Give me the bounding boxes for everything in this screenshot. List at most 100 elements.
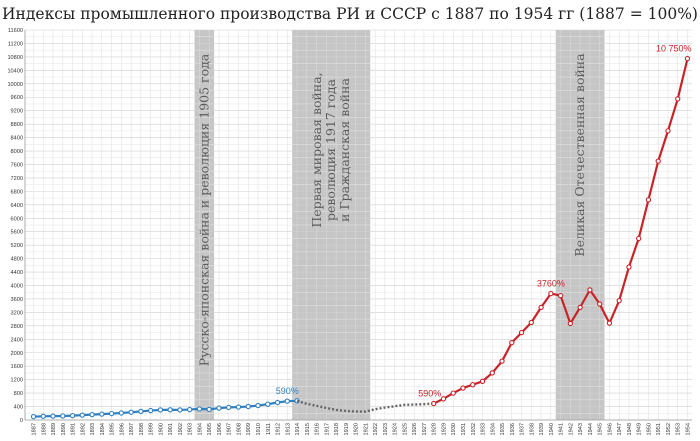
x-tick-label: 1932 [471,423,477,435]
data-point [499,358,505,364]
y-tick-label: 10000 [7,82,23,88]
x-tick-label: 1922 [373,423,379,435]
data-point [187,406,193,413]
data-point [479,378,486,384]
data-point [79,412,85,418]
x-tick-label: 1929 [441,423,447,435]
y-tick-label: 6800 [11,189,23,195]
data-point [538,304,544,311]
y-tick-label: 7200 [11,176,23,182]
data-point [30,413,37,420]
data-point [235,404,242,410]
war-band-label: революция 1917 года [323,78,338,221]
y-tick-label: 3200 [11,310,23,316]
y-tick-label: 0 [20,418,23,424]
data-point [50,413,56,419]
chart-title: Индексы промышленного производства РИ и … [2,5,698,23]
data-point [665,128,671,134]
data-point [684,55,691,62]
x-tick-label: 1928 [432,423,438,435]
x-tick-label: 1944 [588,423,594,435]
x-tick-label: 1939 [539,423,545,435]
x-tick-label: 1927 [422,423,428,435]
y-tick-label: 5200 [11,243,23,249]
y-tick-label: 800 [14,391,23,397]
x-tick-label: 1954 [686,423,692,435]
war-band-label-group: Первая мировая война, революция 1917 года… [309,72,352,227]
x-tick-label: 1916 [315,423,321,435]
x-tick-label: 1902 [178,423,184,435]
x-tick-label: 1900 [158,423,164,435]
x-tick-label: 1912 [276,423,282,435]
data-point [587,287,593,293]
y-tick-label: 2400 [11,337,23,343]
data-point [577,304,583,311]
x-tick-label: 1947 [617,423,623,435]
x-tick-label: 1895 [110,423,116,435]
data-point [616,297,622,304]
x-tick-label: 1889 [51,423,57,435]
y-tick-label: 4000 [11,284,23,290]
y-tick-label: 6400 [11,203,23,209]
x-tick-label: 1896 [119,423,125,435]
x-tick-label: 1941 [559,423,565,435]
x-tick-label: 1936 [510,423,516,435]
series-line [296,399,434,413]
data-point [89,411,95,418]
x-tick-label: 1924 [393,423,399,435]
x-tick-label: 1897 [129,423,135,435]
y-tick-label: 10800 [7,55,23,61]
x-tick-label: 1937 [520,423,526,435]
x-tick-label: 1911 [266,423,272,435]
y-tick-label: 1200 [11,378,23,384]
data-point [655,158,661,164]
war-band-label: Первая мировая война, [309,72,324,227]
x-tick-label: 1894 [100,423,106,435]
y-tick-label: 11200 [8,41,23,47]
data-point [636,235,642,242]
x-tick-label: 1917 [324,423,330,435]
data-point [265,401,271,407]
x-tick-label: 1913 [285,423,291,435]
x-tick-label: 1943 [578,423,584,435]
data-point [645,197,652,203]
y-tick-label: 8800 [11,122,23,128]
value-annotation: 3760% [537,279,565,289]
x-tick-label: 1907 [227,423,233,435]
x-tick-label: 1888 [41,423,47,435]
x-tick-label: 1905 [207,423,213,435]
x-tick-label: 1945 [598,423,604,435]
data-point [450,390,456,396]
value-annotation: 590% [276,386,299,396]
war-band-label: Великая Отечественная война [572,53,587,257]
data-point [177,407,183,413]
data-point [216,405,222,411]
x-tick-label: 1890 [61,423,67,435]
data-point [138,408,144,415]
x-tick-label: 1893 [90,423,96,435]
data-point [40,413,46,419]
data-point [245,403,251,410]
x-tick-label: 1921 [363,423,369,435]
x-tick-label: 1942 [568,423,574,435]
data-point [255,402,261,409]
data-point [274,399,281,406]
data-point [509,340,515,346]
data-point [626,264,632,270]
x-tick-label: 1950 [646,423,652,435]
x-tick-label: 1935 [500,423,506,435]
data-point [196,406,203,412]
data-point [147,407,154,414]
x-tick-label: 1940 [549,423,555,435]
data-point [596,301,603,307]
war-band-label: и Гражданская война [337,78,352,222]
data-point [557,292,564,299]
x-tick-label: 1909 [246,423,252,435]
series-line [33,399,298,418]
data-point [108,410,115,417]
x-tick-label: 1953 [676,423,682,435]
data-point [567,320,574,327]
value-annotation: 590% [418,389,441,399]
x-tick-label: 1934 [490,423,496,435]
annotations: 590% 590% 3760% 10 750% [276,44,692,399]
